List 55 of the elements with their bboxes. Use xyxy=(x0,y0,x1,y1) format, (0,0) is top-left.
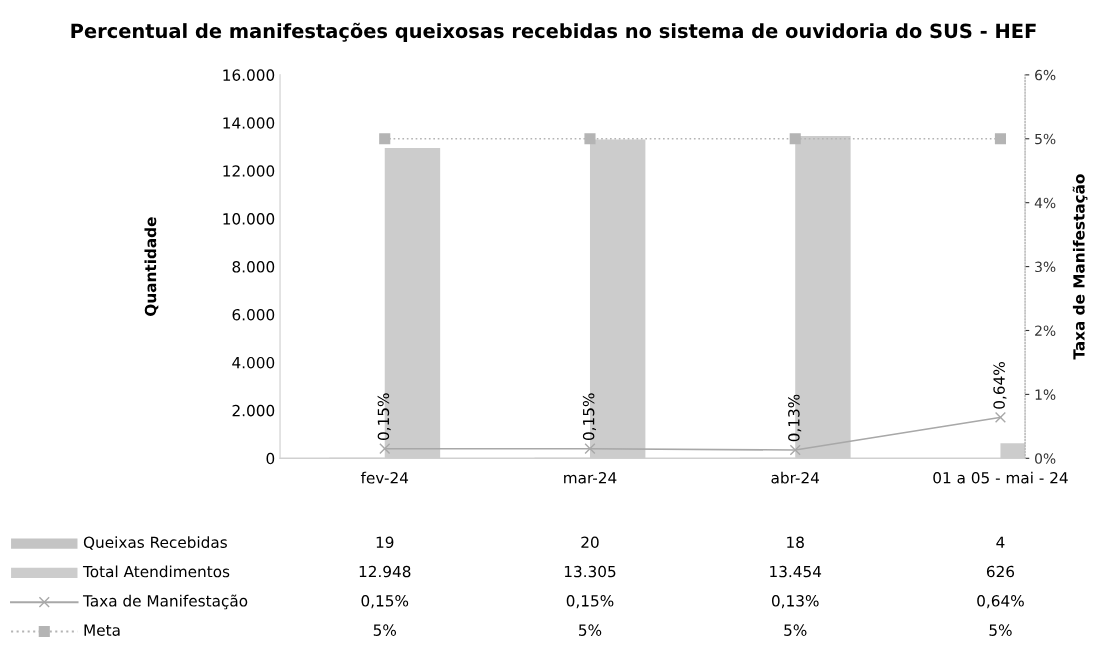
point xyxy=(789,133,801,145)
y2-tick-label: 4% xyxy=(1034,197,1056,209)
data-label: 4 xyxy=(996,536,1005,548)
y-tick-label: 14.000 xyxy=(223,117,275,129)
point xyxy=(994,133,1007,145)
text: 0,15% xyxy=(377,393,391,441)
y-tick-label: 8.000 xyxy=(232,261,275,273)
data-label: 18 xyxy=(787,536,804,549)
y-tick-label: 6.000 xyxy=(232,308,275,321)
x-tick-label: mar-24 xyxy=(564,471,617,484)
legend-label: Total Atendimentos xyxy=(82,565,230,578)
data-label: 626 xyxy=(986,565,1015,578)
data-label: 0,13% xyxy=(771,595,819,609)
chart-title: Percentual de manifestações queixosas recebidas no sistema de ouvidoria do SUS - HEF xyxy=(71,22,1036,42)
y2-tick-label: 0% xyxy=(1035,453,1056,464)
point xyxy=(584,133,596,145)
data-label: 19 xyxy=(376,536,394,549)
data-label: 0,15% xyxy=(566,595,614,609)
y-tick-label: 0 xyxy=(266,452,275,465)
y-tick-label: 12.000 xyxy=(223,165,275,177)
y2-tick-label: 6% xyxy=(1035,69,1056,81)
data-label: 5% xyxy=(989,624,1012,636)
point xyxy=(789,444,801,456)
y-tick-label: 16.000 xyxy=(223,69,275,81)
text: 0,64% xyxy=(993,362,1007,409)
y2-tick-label: 2% xyxy=(1035,325,1056,336)
data-label: 13.305 xyxy=(564,565,616,578)
x-tick-label: 01 a 05 - mai - 24 xyxy=(933,471,1068,484)
y-tick-label: 2.000 xyxy=(232,404,275,417)
y2-tick-label: 3% xyxy=(1035,261,1056,273)
data-label: 12.948 xyxy=(359,565,411,578)
y2-tick-label: 1% xyxy=(1035,389,1056,400)
point xyxy=(379,133,391,145)
data-label: 0,15% xyxy=(361,595,409,609)
point xyxy=(379,443,391,455)
legend-label: Meta xyxy=(84,624,120,636)
y2-axis-title: Taxa de Manifestação xyxy=(1072,174,1088,360)
x-tick-label: fev-24 xyxy=(360,471,409,484)
y-axis-title: Quantidade xyxy=(144,217,159,316)
point xyxy=(584,443,596,455)
data-label: 20 xyxy=(581,536,599,549)
data-label: 13.454 xyxy=(770,565,822,578)
text: 0,13% xyxy=(788,394,802,442)
data-label: 0,64% xyxy=(977,595,1024,609)
x-tick-label: abr-24 xyxy=(771,471,820,484)
data-label: 5% xyxy=(373,624,397,636)
y-tick-label: 10.000 xyxy=(223,213,275,225)
data-label: 5% xyxy=(579,624,602,636)
data-label: 5% xyxy=(784,624,807,636)
y-tick-label: 4.000 xyxy=(232,356,275,369)
legend-label: Queixas Recebidas xyxy=(83,536,227,550)
text: 0,15% xyxy=(582,393,596,441)
legend-label: Taxa de Manifestação xyxy=(82,594,248,610)
point xyxy=(994,411,1007,423)
y2-tick-label: 5% xyxy=(1035,133,1056,145)
